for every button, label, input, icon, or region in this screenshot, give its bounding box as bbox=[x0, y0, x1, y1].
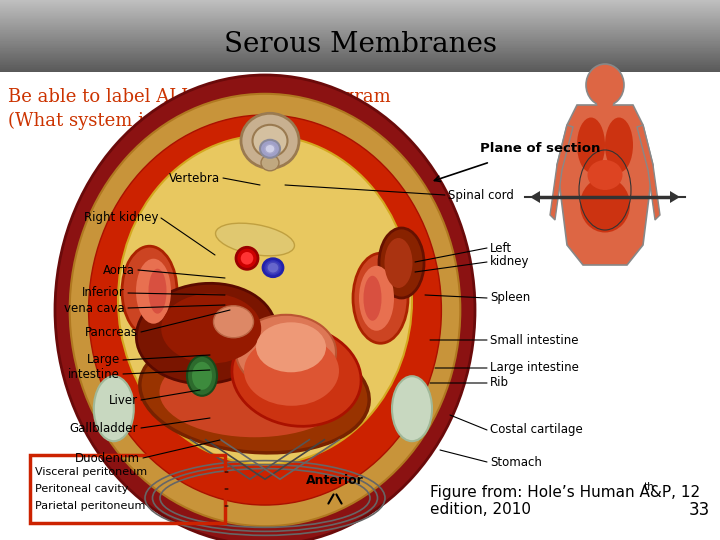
Ellipse shape bbox=[136, 259, 171, 323]
Ellipse shape bbox=[89, 115, 441, 505]
Ellipse shape bbox=[122, 246, 177, 336]
Ellipse shape bbox=[533, 87, 678, 282]
Bar bbox=[30, 455, 225, 523]
Ellipse shape bbox=[140, 332, 369, 453]
Ellipse shape bbox=[260, 140, 280, 158]
Ellipse shape bbox=[240, 251, 254, 265]
Ellipse shape bbox=[253, 125, 287, 157]
Text: Visceral peritoneum: Visceral peritoneum bbox=[35, 467, 147, 477]
Ellipse shape bbox=[118, 136, 412, 464]
Ellipse shape bbox=[353, 253, 408, 343]
Text: edition, 2010: edition, 2010 bbox=[430, 503, 531, 517]
Text: Inferior: Inferior bbox=[82, 287, 125, 300]
Text: Be able to label ALL parts of this diagram: Be able to label ALL parts of this diagr… bbox=[8, 88, 391, 106]
Ellipse shape bbox=[187, 356, 217, 396]
Ellipse shape bbox=[244, 336, 339, 406]
Text: Peritoneal cavity: Peritoneal cavity bbox=[35, 484, 128, 494]
Polygon shape bbox=[550, 125, 573, 220]
Ellipse shape bbox=[236, 315, 336, 390]
Ellipse shape bbox=[605, 118, 633, 172]
Ellipse shape bbox=[580, 178, 630, 233]
Polygon shape bbox=[530, 191, 540, 203]
Polygon shape bbox=[670, 191, 680, 203]
Ellipse shape bbox=[161, 294, 261, 363]
Text: Large: Large bbox=[86, 354, 120, 367]
Ellipse shape bbox=[55, 75, 475, 540]
Text: intestine: intestine bbox=[68, 368, 120, 381]
Text: Pancreas: Pancreas bbox=[85, 326, 138, 339]
Ellipse shape bbox=[236, 247, 258, 269]
Ellipse shape bbox=[241, 113, 299, 168]
Ellipse shape bbox=[214, 306, 253, 338]
Text: Spinal cord: Spinal cord bbox=[448, 188, 514, 201]
Text: Gallbladder: Gallbladder bbox=[70, 422, 138, 435]
Ellipse shape bbox=[263, 259, 283, 276]
Ellipse shape bbox=[265, 144, 275, 153]
Text: vena cava: vena cava bbox=[64, 301, 125, 314]
Text: Costal cartilage: Costal cartilage bbox=[490, 423, 582, 436]
Text: Serous Membranes: Serous Membranes bbox=[223, 30, 497, 57]
Text: Liver: Liver bbox=[109, 394, 138, 407]
Text: Left: Left bbox=[490, 241, 512, 254]
Text: kidney: kidney bbox=[490, 255, 529, 268]
Ellipse shape bbox=[577, 118, 605, 172]
Ellipse shape bbox=[379, 228, 424, 298]
Text: Anterior: Anterior bbox=[306, 474, 364, 487]
Ellipse shape bbox=[148, 269, 166, 314]
Ellipse shape bbox=[256, 322, 326, 372]
Ellipse shape bbox=[359, 266, 394, 330]
Text: Spleen: Spleen bbox=[490, 292, 530, 305]
Text: Figure from: Hole’s Human A&P, 12: Figure from: Hole’s Human A&P, 12 bbox=[430, 484, 700, 500]
Ellipse shape bbox=[192, 362, 212, 390]
Ellipse shape bbox=[261, 155, 279, 171]
Text: Parietal peritoneum: Parietal peritoneum bbox=[35, 501, 145, 511]
Text: (What system is each organ a part of?): (What system is each organ a part of?) bbox=[8, 112, 361, 130]
Ellipse shape bbox=[94, 376, 134, 441]
Text: Large intestine: Large intestine bbox=[490, 361, 579, 375]
Ellipse shape bbox=[392, 376, 432, 441]
Text: Vertebra: Vertebra bbox=[169, 172, 220, 185]
Text: Aorta: Aorta bbox=[103, 264, 135, 276]
Text: Duodenum: Duodenum bbox=[75, 451, 140, 464]
Text: Rib: Rib bbox=[490, 376, 509, 389]
Text: th: th bbox=[644, 482, 654, 492]
Text: 33: 33 bbox=[689, 501, 710, 519]
Ellipse shape bbox=[267, 262, 279, 273]
Polygon shape bbox=[557, 105, 653, 265]
Text: Right kidney: Right kidney bbox=[84, 212, 158, 225]
Text: Stomach: Stomach bbox=[490, 456, 542, 469]
Ellipse shape bbox=[70, 94, 460, 526]
Text: Small intestine: Small intestine bbox=[490, 334, 578, 347]
Ellipse shape bbox=[586, 64, 624, 106]
Ellipse shape bbox=[364, 276, 382, 321]
Ellipse shape bbox=[232, 325, 361, 426]
Polygon shape bbox=[637, 125, 660, 220]
Ellipse shape bbox=[588, 160, 623, 190]
Text: Plane of section: Plane of section bbox=[480, 141, 600, 154]
Ellipse shape bbox=[215, 223, 294, 256]
Ellipse shape bbox=[597, 95, 613, 111]
Ellipse shape bbox=[160, 347, 349, 437]
Ellipse shape bbox=[136, 284, 276, 384]
Ellipse shape bbox=[384, 238, 413, 288]
